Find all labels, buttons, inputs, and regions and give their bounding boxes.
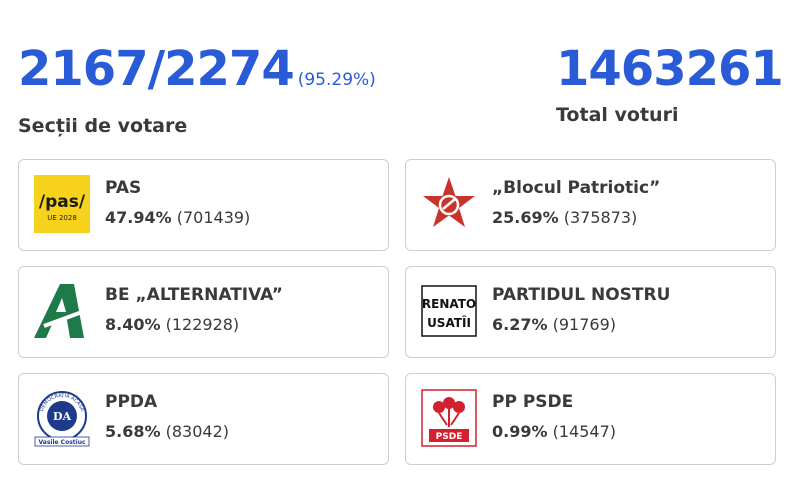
- party-votes: (375873): [563, 208, 638, 227]
- ppda-logo-icon: DEMOCRAȚIA ACASĂ DA Vasile Costiuc: [34, 389, 90, 447]
- svg-text:USATÎI: USATÎI: [427, 315, 471, 330]
- party-percent: 6.27%: [492, 315, 548, 334]
- party-percent: 5.68%: [105, 422, 161, 441]
- svg-text:DA: DA: [53, 410, 72, 423]
- total-votes-count: 1463261: [556, 41, 784, 97]
- party-votes: (83042): [165, 422, 229, 441]
- party-result: 8.40% (122928): [105, 313, 283, 337]
- total-votes-label: Total voturi: [556, 104, 679, 126]
- party-votes: (122928): [165, 315, 240, 334]
- svg-text:UE 2028: UE 2028: [47, 214, 77, 222]
- party-name: PP PSDE: [492, 392, 574, 412]
- psde-rose-logo-icon: PSDE: [421, 389, 477, 447]
- party-card-psde[interactable]: PSDE PP PSDE 0.99% (14547): [405, 373, 776, 465]
- party-card-pas[interactable]: /pas/ UE 2028 PAS 47.94% (701439): [18, 159, 389, 251]
- party-name: PARTIDUL NOSTRU: [492, 285, 671, 305]
- polling-stations-count: 2167/2274 (95.29%): [18, 41, 376, 97]
- party-result: 0.99% (14547): [492, 420, 616, 444]
- party-result: 6.27% (91769): [492, 313, 670, 337]
- party-card-alternativa[interactable]: BE „ALTERNATIVA” 8.40% (122928): [18, 266, 389, 358]
- party-votes: (701439): [176, 208, 251, 227]
- party-card-partidul-nostru[interactable]: RENATO USATÎI PARTIDUL NOSTRU 6.27% (917…: [405, 266, 776, 358]
- party-result: 47.94% (701439): [105, 206, 250, 230]
- party-result: 25.69% (375873): [492, 206, 660, 230]
- party-name: BE „ALTERNATIVA”: [105, 285, 283, 305]
- red-star-logo-icon: [421, 175, 477, 233]
- polling-stations-label: Secții de votare: [18, 115, 188, 137]
- party-percent: 8.40%: [105, 315, 161, 334]
- party-name: PPDA: [105, 392, 158, 412]
- party-percent: 25.69%: [492, 208, 559, 227]
- polling-stations-percent: (95.29%): [297, 70, 376, 90]
- polling-stations-stat: 2167/2274 (95.29%) Secții de votare: [18, 40, 376, 137]
- party-result: 5.68% (83042): [105, 420, 229, 444]
- svg-text:Vasile Costiuc: Vasile Costiuc: [38, 439, 86, 446]
- party-votes: (14547): [552, 422, 616, 441]
- party-card-blocul-patriotic[interactable]: „Blocul Patriotic” 25.69% (375873): [405, 159, 776, 251]
- svg-text:RENATO: RENATO: [422, 297, 476, 311]
- alternativa-a-logo-icon: [34, 282, 90, 340]
- total-votes-stat: 1463261 Total voturi: [556, 40, 784, 126]
- pas-logo-icon: /pas/ UE 2028: [34, 175, 90, 233]
- party-votes: (91769): [552, 315, 616, 334]
- party-name: PAS: [105, 178, 142, 198]
- summary-stats: 2167/2274 (95.29%) Secții de votare 14632…: [0, 40, 797, 140]
- party-percent: 47.94%: [105, 208, 172, 227]
- party-percent: 0.99%: [492, 422, 548, 441]
- party-name: „Blocul Patriotic”: [492, 178, 661, 198]
- party-card-ppda[interactable]: DEMOCRAȚIA ACASĂ DA Vasile Costiuc PPDA …: [18, 373, 389, 465]
- renato-usatii-logo-icon: RENATO USATÎI: [421, 282, 477, 340]
- svg-text:PSDE: PSDE: [436, 432, 463, 442]
- svg-text:/pas/: /pas/: [39, 192, 86, 212]
